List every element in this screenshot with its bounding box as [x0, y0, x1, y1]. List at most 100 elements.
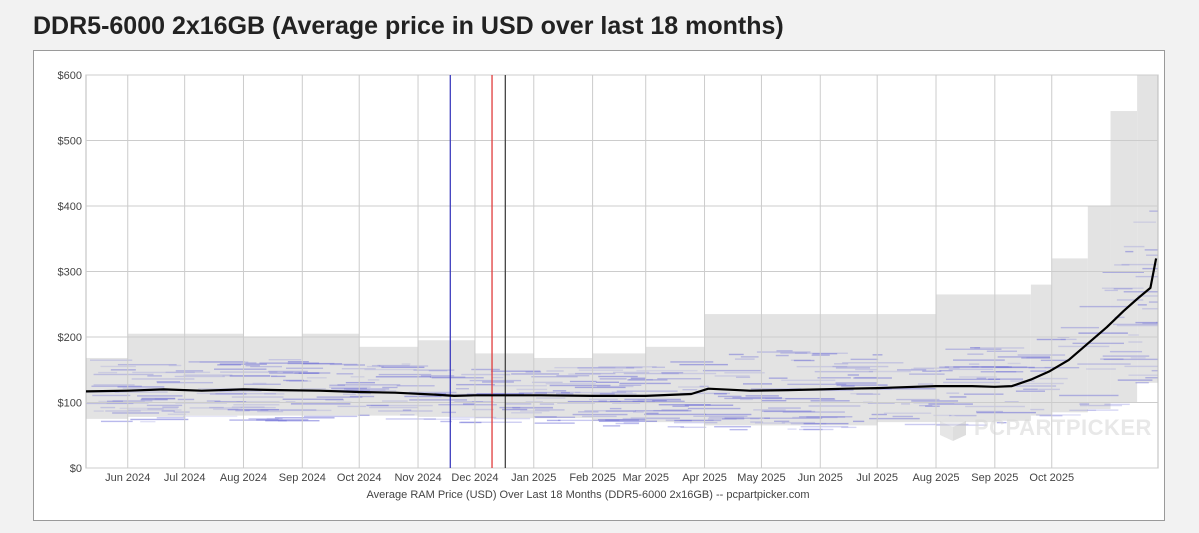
individual-price-streak [970, 347, 981, 349]
individual-price-streak [100, 420, 133, 423]
individual-price-streak [901, 403, 911, 405]
individual-price-streak [661, 409, 689, 411]
individual-price-streak [835, 367, 871, 369]
individual-price-streak [162, 406, 179, 408]
individual-price-streak [630, 417, 680, 419]
individual-price-streak [609, 400, 644, 403]
individual-price-streak [819, 398, 836, 400]
price-range-segment [645, 346, 705, 423]
individual-price-streak [358, 414, 370, 417]
individual-price-streak [1130, 357, 1146, 359]
individual-price-streak [264, 393, 285, 395]
individual-price-streak [516, 388, 548, 391]
individual-price-streak [209, 393, 247, 395]
individual-price-streak [229, 419, 279, 421]
individual-price-streak [928, 403, 973, 405]
price-range-segment [1051, 258, 1088, 413]
individual-price-streak [933, 414, 951, 417]
individual-price-streak [609, 407, 622, 410]
individual-price-streak [1137, 295, 1158, 297]
individual-price-streak [329, 384, 346, 387]
individual-price-streak [214, 401, 247, 403]
individual-price-streak [836, 384, 888, 386]
individual-price-streak [556, 375, 590, 377]
individual-price-streak [602, 425, 621, 427]
price-range-segment [359, 346, 419, 416]
individual-price-streak [799, 428, 834, 431]
individual-price-streak [599, 378, 627, 380]
individual-price-streak [988, 378, 1024, 380]
individual-price-streak [687, 407, 741, 410]
individual-price-streak [636, 369, 698, 372]
chart-canvas: $0 $100 $200 $300 $400 $500 $600 Jun 2024 Jul 2… [58, 70, 1159, 501]
individual-price-streak [1116, 299, 1144, 301]
individual-price-streak [1007, 362, 1021, 365]
individual-price-streak [137, 395, 183, 397]
individual-price-streak [713, 393, 727, 395]
individual-price-streak [168, 364, 182, 367]
individual-price-streak [250, 365, 282, 368]
individual-price-streak [794, 352, 848, 354]
individual-price-streak [337, 384, 401, 386]
individual-price-streak [1128, 341, 1143, 343]
price-range-segment [936, 294, 995, 423]
individual-price-streak [945, 348, 1002, 350]
individual-price-streak [377, 364, 410, 367]
individual-price-streak [775, 354, 789, 357]
individual-price-streak [817, 377, 851, 379]
individual-price-streak [853, 377, 892, 379]
individual-price-streak [1156, 321, 1158, 324]
price-range-segment [127, 333, 185, 417]
individual-price-streak [1128, 334, 1139, 336]
x-tick-label: May 2025 [737, 472, 785, 484]
individual-price-streak [635, 410, 692, 412]
individual-price-streak [173, 411, 190, 413]
individual-price-streak [867, 402, 895, 404]
individual-price-streak [131, 378, 195, 380]
x-tick-label: Sep 2025 [971, 472, 1018, 484]
individual-price-streak [595, 381, 620, 383]
individual-price-streak [796, 365, 848, 368]
individual-price-streak [619, 382, 671, 385]
individual-price-streak [306, 377, 327, 379]
individual-price-streak [417, 394, 439, 397]
individual-price-streak [1010, 380, 1035, 382]
individual-price-streak [582, 415, 617, 418]
individual-price-streak [814, 370, 874, 373]
individual-price-streak [919, 404, 933, 407]
individual-price-streak [782, 411, 845, 413]
individual-price-streak [855, 368, 878, 371]
individual-price-streak [568, 373, 601, 375]
individual-price-streak [883, 412, 932, 414]
individual-price-streak [561, 391, 570, 394]
individual-price-streak [235, 409, 250, 412]
individual-price-streak [632, 400, 685, 403]
x-axis-ticks: Jun 2024 Jul 2024 Aug 2024 Sep 2024 Oct 2024… [105, 472, 1074, 484]
individual-price-streak [357, 392, 371, 395]
individual-price-streak [349, 395, 375, 398]
individual-price-streak [1079, 305, 1129, 308]
individual-price-streak [841, 426, 857, 429]
individual-price-streak [381, 400, 408, 402]
individual-price-streak [505, 403, 532, 405]
x-tick-label: Nov 2024 [394, 472, 441, 484]
individual-price-streak [670, 361, 714, 363]
individual-price-streak [119, 407, 178, 410]
individual-price-streak [1039, 415, 1063, 417]
price-range-band [86, 75, 1158, 426]
individual-price-streak [183, 374, 233, 376]
individual-price-streak [463, 403, 476, 405]
individual-price-streak [803, 428, 823, 431]
x-tick-label: Feb 2025 [569, 472, 615, 484]
y-axis-ticks: $0 $100 $200 $300 $400 $500 $600 [58, 70, 82, 475]
x-tick-label: Mar 2025 [622, 472, 668, 484]
individual-price-streak [707, 418, 737, 420]
individual-price-streak [652, 366, 666, 369]
individual-price-streak [787, 383, 847, 386]
individual-price-streak [1148, 301, 1158, 303]
individual-price-streak [227, 408, 279, 411]
individual-price-streak [482, 381, 514, 383]
individual-price-streak [549, 384, 611, 387]
individual-price-streak [734, 358, 755, 360]
individual-price-streak [290, 403, 351, 405]
